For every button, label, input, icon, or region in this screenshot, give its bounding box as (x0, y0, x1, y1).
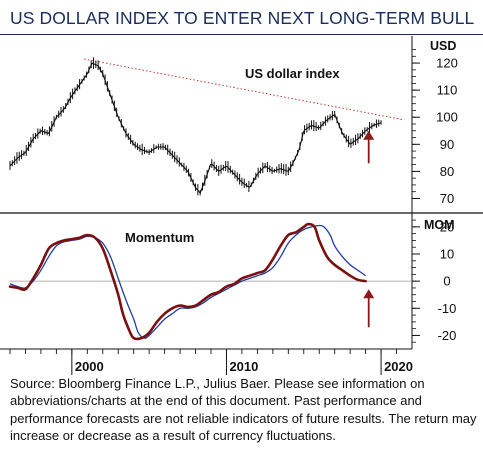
chart-title: US DOLLAR INDEX TO ENTER NEXT LONG-TERM … (10, 8, 475, 28)
upper-tick-label-70: 70 (440, 191, 454, 206)
lower-panel-title: Momentum (125, 230, 194, 245)
upper-arrow-head (363, 130, 375, 140)
lower-tick-label--10: -10 (438, 301, 457, 316)
upper-tick-label-110: 110 (437, 83, 458, 98)
usd-index-line (9, 62, 382, 195)
x-tick-label-2010: 2010 (229, 359, 258, 374)
upper-unit-label: USD (430, 39, 456, 53)
x-tick-label-2020: 2020 (384, 359, 413, 374)
lower-tick-label--20: -20 (438, 328, 457, 343)
lower-arrow-head (363, 289, 375, 299)
upper-tick-label-90: 90 (440, 137, 454, 152)
upper-arrow (363, 130, 375, 164)
upper-tick-label-100: 100 (436, 110, 458, 125)
momentum-fast-line (8, 222, 367, 341)
lower-unit-label: MOM (424, 218, 455, 232)
time-axis: 2000 2010 2020 (0, 348, 413, 375)
usd-index-series (9, 57, 382, 196)
upper-tick-label-120: 120 (436, 56, 458, 71)
upper-tick-label-80: 80 (440, 164, 454, 179)
trendline (84, 58, 405, 121)
lower-panel: MOM -20 -10 0 10 20 Momentum (8, 218, 457, 343)
upper-panel-title: US dollar index (245, 66, 340, 81)
lower-arrow (363, 289, 375, 328)
source-note: Source: Bloomberg Finance L.P., Julius B… (10, 376, 477, 444)
lower-tick-label-20: 20 (440, 219, 454, 234)
x-tick-label-2000: 2000 (75, 359, 104, 374)
lower-tick-label-0: 0 (443, 274, 450, 289)
lower-tick-label-10: 10 (440, 247, 454, 262)
title-rule (0, 34, 483, 35)
